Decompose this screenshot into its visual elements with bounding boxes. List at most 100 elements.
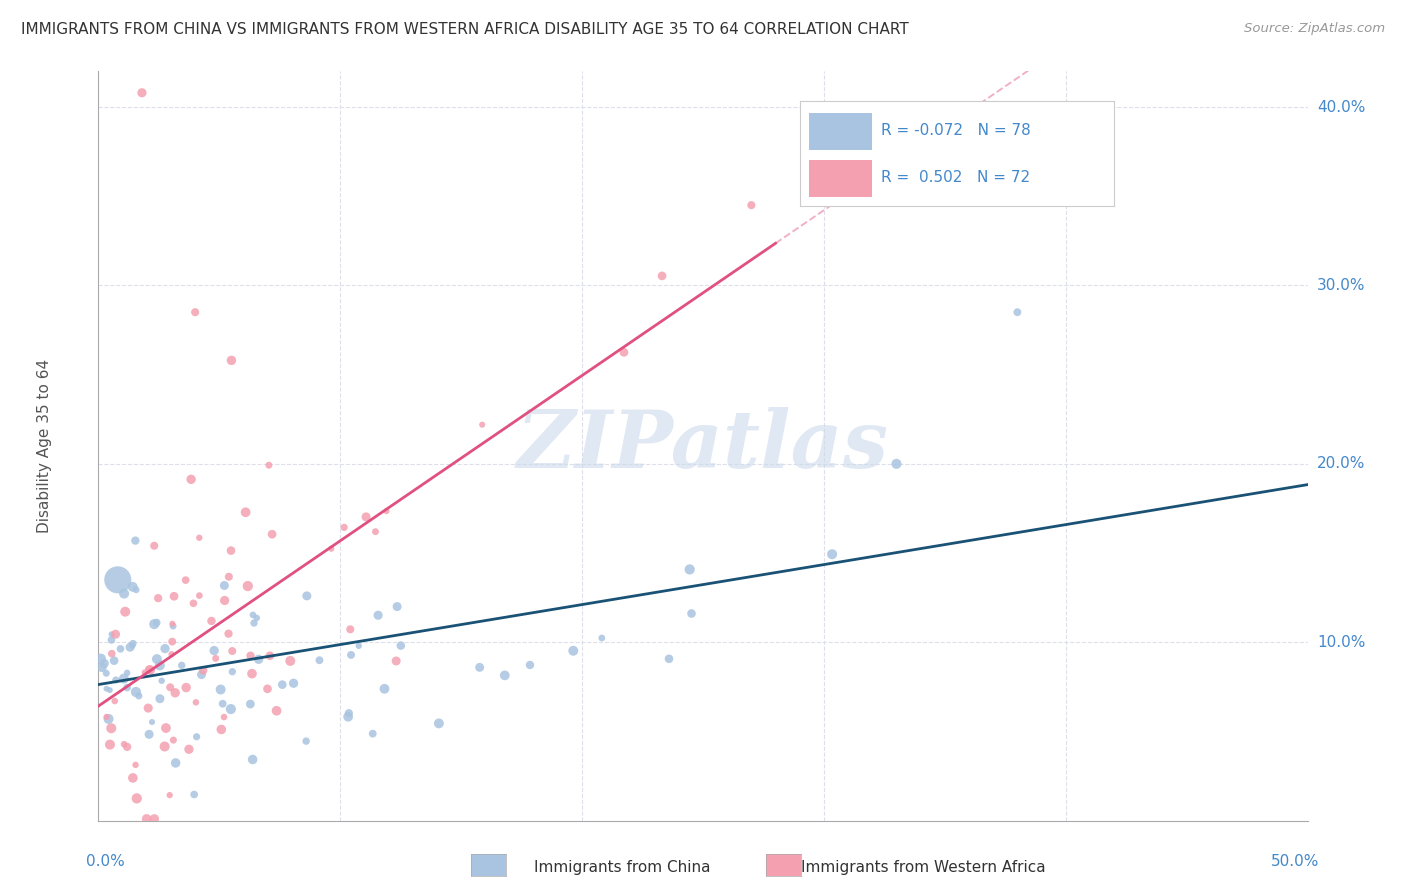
- Point: [239, 697, 262, 711]
- Point: [160, 647, 183, 661]
- Point: [98, 683, 121, 698]
- Point: [138, 727, 160, 741]
- Point: [471, 417, 494, 432]
- Point: [153, 739, 176, 754]
- Point: [221, 665, 243, 679]
- Point: [125, 791, 148, 805]
- Point: [679, 562, 702, 576]
- Point: [174, 681, 197, 695]
- Point: [143, 617, 166, 632]
- Text: 0.0%: 0.0%: [86, 855, 125, 870]
- Point: [188, 589, 211, 603]
- Point: [162, 733, 184, 747]
- Point: [221, 644, 243, 658]
- Point: [239, 648, 262, 663]
- Point: [128, 689, 150, 703]
- Point: [103, 654, 125, 668]
- Point: [139, 663, 162, 677]
- Point: [821, 547, 844, 561]
- Point: [115, 681, 138, 695]
- Point: [242, 607, 264, 622]
- Point: [886, 457, 908, 471]
- Point: [364, 524, 387, 539]
- Point: [354, 509, 377, 524]
- Point: [162, 616, 184, 631]
- Point: [219, 543, 242, 558]
- Point: [218, 626, 240, 640]
- Point: [295, 734, 318, 748]
- Point: [236, 579, 259, 593]
- Point: [141, 714, 163, 729]
- Point: [494, 668, 516, 682]
- Text: 10.0%: 10.0%: [1317, 635, 1365, 649]
- Point: [221, 353, 243, 368]
- Point: [160, 634, 183, 648]
- Point: [136, 701, 159, 715]
- Point: [122, 771, 145, 785]
- Point: [209, 723, 232, 737]
- Point: [295, 589, 318, 603]
- Point: [361, 727, 384, 741]
- Point: [183, 788, 205, 802]
- Point: [104, 627, 127, 641]
- Point: [159, 788, 181, 802]
- Point: [155, 721, 177, 735]
- Point: [149, 658, 172, 673]
- Point: [134, 665, 156, 680]
- Point: [104, 673, 127, 687]
- Point: [337, 706, 360, 720]
- Point: [112, 737, 135, 751]
- Point: [283, 676, 305, 690]
- Point: [150, 673, 173, 688]
- Point: [124, 757, 146, 772]
- Text: 20.0%: 20.0%: [1317, 457, 1365, 471]
- Point: [373, 681, 395, 696]
- Point: [143, 539, 166, 553]
- Point: [427, 716, 450, 731]
- Point: [170, 658, 193, 673]
- Point: [125, 685, 148, 699]
- Point: [308, 653, 330, 667]
- Point: [190, 667, 212, 681]
- Point: [186, 730, 208, 744]
- Point: [262, 527, 284, 541]
- Point: [135, 812, 157, 826]
- Point: [613, 345, 636, 359]
- Point: [100, 721, 122, 735]
- Point: [333, 520, 356, 534]
- Point: [1007, 305, 1029, 319]
- Point: [107, 573, 129, 587]
- Point: [389, 639, 412, 653]
- Point: [100, 632, 122, 647]
- Point: [180, 472, 202, 486]
- Point: [131, 86, 153, 100]
- Point: [121, 639, 143, 653]
- Point: [165, 756, 187, 770]
- Point: [562, 644, 585, 658]
- Point: [125, 582, 148, 597]
- Point: [96, 666, 118, 681]
- Point: [340, 648, 363, 662]
- Point: [385, 654, 408, 668]
- Point: [159, 681, 181, 695]
- Text: IMMIGRANTS FROM CHINA VS IMMIGRANTS FROM WESTERN AFRICA DISABILITY AGE 35 TO 64 : IMMIGRANTS FROM CHINA VS IMMIGRANTS FROM…: [21, 22, 908, 37]
- Point: [247, 652, 270, 666]
- Point: [658, 652, 681, 666]
- Point: [93, 657, 115, 671]
- Point: [149, 691, 172, 706]
- Text: 40.0%: 40.0%: [1317, 100, 1365, 114]
- Point: [278, 654, 301, 668]
- Point: [90, 651, 112, 665]
- Point: [266, 704, 288, 718]
- Point: [235, 505, 257, 519]
- Point: [591, 631, 613, 645]
- Point: [138, 663, 160, 677]
- Point: [120, 640, 142, 655]
- Point: [100, 627, 122, 641]
- Point: [104, 694, 127, 708]
- Point: [145, 615, 167, 630]
- Point: [375, 504, 398, 518]
- Point: [174, 573, 197, 587]
- Point: [124, 533, 146, 548]
- Point: [468, 660, 491, 674]
